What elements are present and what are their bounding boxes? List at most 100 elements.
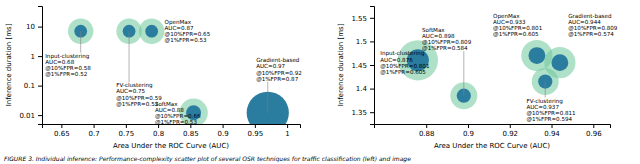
tick: 0.85	[183, 124, 199, 138]
leader-lines	[81, 31, 268, 113]
y-axis-title: Inference duration [ms]	[337, 23, 345, 106]
tick-label: 0.75	[119, 130, 135, 138]
tick-label: 0.92	[502, 130, 518, 138]
tick-label: 0.95	[248, 130, 264, 138]
y-axis: 1.35 1.4 1.45 1.5 1.55	[351, 7, 374, 125]
tick-mark	[370, 18, 374, 19]
tick-mark	[370, 65, 374, 66]
bubble-inner	[528, 47, 545, 64]
tick-mark	[38, 27, 42, 28]
tick-label: 1.55	[351, 15, 367, 23]
tick-label: 0.9	[463, 130, 474, 138]
tick: 0.8	[153, 124, 164, 138]
tick: 1	[31, 53, 42, 61]
bubble-inner	[551, 54, 568, 71]
tick-label: 1	[285, 130, 289, 138]
tick: 0.01	[19, 112, 42, 120]
series	[407, 47, 568, 103]
bubble-outer	[139, 18, 164, 43]
axis-line	[38, 7, 43, 125]
caption: FIGURE 3. Individual inference: Performa…	[4, 155, 411, 163]
tick: 0.9	[463, 124, 474, 138]
annotations: Input-clusteringAUC=0.876@10%FPR=0.801@1…	[380, 13, 618, 122]
chart: 0.65 0.7 0.75 0.8 0.85 0.9 0.95 1 0.01 0.1 1 10 Area…	[0, 0, 640, 164]
tick-label: 1.45	[351, 62, 367, 70]
tick-label: 1.35	[351, 109, 367, 117]
tick: 10	[26, 23, 42, 31]
tick: 0.7	[89, 124, 100, 138]
tick: 1.45	[351, 62, 374, 70]
tick-mark	[126, 124, 127, 128]
tick-mark	[370, 89, 374, 90]
tick: 0.65	[54, 124, 70, 138]
annotations: Input-clusteringAUC=0.68@10%FPR=0.58@1%F…	[45, 19, 302, 125]
tick-label: 0.85	[183, 130, 199, 138]
tick-label: 1.5	[356, 38, 367, 46]
tick: 0.94	[544, 124, 560, 138]
tick-label: 0.88	[419, 130, 435, 138]
x-axis: 0.88 0.9 0.92 0.94 0.96	[375, 124, 611, 138]
x-axis: 0.65 0.7 0.75 0.8 0.85 0.9 0.95 1	[43, 124, 301, 138]
tick-label: 0.01	[19, 112, 35, 120]
tick: 1.4	[356, 85, 374, 93]
tick: 0.88	[419, 124, 435, 138]
tick-mark	[38, 86, 42, 87]
tick-mark	[38, 56, 42, 57]
tick-mark	[510, 124, 511, 128]
tick-label: 0.1	[24, 82, 35, 90]
bubble-outer	[544, 47, 575, 78]
bubble-inner	[145, 25, 158, 38]
tick: 1.55	[351, 15, 374, 23]
tick: 0.75	[119, 124, 135, 138]
tick: 0.96	[586, 124, 602, 138]
tick: 1	[285, 124, 289, 138]
tick-label: 10	[26, 23, 35, 31]
tick-label: 0.7	[89, 130, 100, 138]
tick-mark	[255, 124, 256, 128]
tick: 0.1	[24, 82, 42, 90]
leader-lines	[464, 51, 545, 97]
leader-line	[545, 82, 546, 98]
annotation: Gradient-basedAUC=0.944@10%FPR=0.809@1%F…	[568, 13, 618, 37]
tick-mark	[552, 124, 553, 128]
axis-line	[370, 7, 375, 125]
x-axis-title: Area Under the ROC Curve (AUC)	[434, 142, 550, 150]
axis-line	[375, 125, 611, 129]
tick-label: 0.94	[544, 130, 560, 138]
y-axis-title: Inference duration [ms]	[5, 23, 13, 106]
leader-line	[80, 31, 81, 53]
annotation: Input-clusteringAUC=0.68@10%FPR=0.58@1%F…	[45, 53, 91, 77]
axis-line	[43, 125, 301, 129]
tick: 0.9	[218, 124, 229, 138]
tick-mark	[593, 124, 594, 128]
annotation: SoftMaxAUC=0.898@10%FPR=0.809@1%FPR=0.58…	[422, 27, 472, 51]
tick-mark	[61, 124, 62, 128]
tick-mark	[94, 124, 95, 128]
leader-line	[463, 51, 464, 95]
annotation: Gradient-basedAUC=0.97@10%FPR=0.92@1%FPR…	[256, 57, 302, 81]
tick-mark	[38, 115, 42, 116]
tick-mark	[370, 41, 374, 42]
tick: 0.92	[502, 124, 518, 138]
y-axis: 0.01 0.1 1 10	[19, 7, 42, 125]
tick-label: 0.96	[586, 130, 602, 138]
panel: 0.65 0.7 0.75 0.8 0.85 0.9 0.95 1 0.01 0.1 1 10 Area…	[5, 7, 302, 151]
tick-mark	[287, 124, 288, 128]
annotation: FV-clusteringAUC=0.937@10%FPR=0.811@1%FP…	[526, 98, 576, 122]
tick-mark	[468, 124, 469, 128]
tick-label: 1.4	[356, 85, 368, 93]
annotation: SoftMaxAUC=0.88@10%FPR=0.66@1%FPR=0.53	[155, 101, 201, 125]
x-axis-title: Area Under the ROC Curve (AUC)	[113, 142, 229, 150]
tick-label: 0.65	[54, 130, 70, 138]
annotation: OpenMaxAUC=0.933@10%FPR=0.801@1%FPR=0.60…	[493, 13, 543, 37]
tick-mark	[370, 112, 374, 113]
tick: 0.95	[248, 124, 264, 138]
leader-line	[129, 31, 130, 82]
panel: 0.88 0.9 0.92 0.94 0.96 1.35 1.4 1.45 1.5 1.55 Are…	[337, 7, 618, 151]
leader-line	[267, 82, 268, 113]
annotation: OpenMaxAUC=0.87@10%FPR=0.65@1%FPR=0.53	[165, 19, 211, 43]
annotation: Input-clusteringAUC=0.876@10%FPR=0.801@1…	[380, 50, 430, 74]
tick: 1.35	[351, 109, 374, 117]
tick-label: 0.8	[153, 130, 164, 138]
tick-label: 1	[31, 53, 35, 61]
